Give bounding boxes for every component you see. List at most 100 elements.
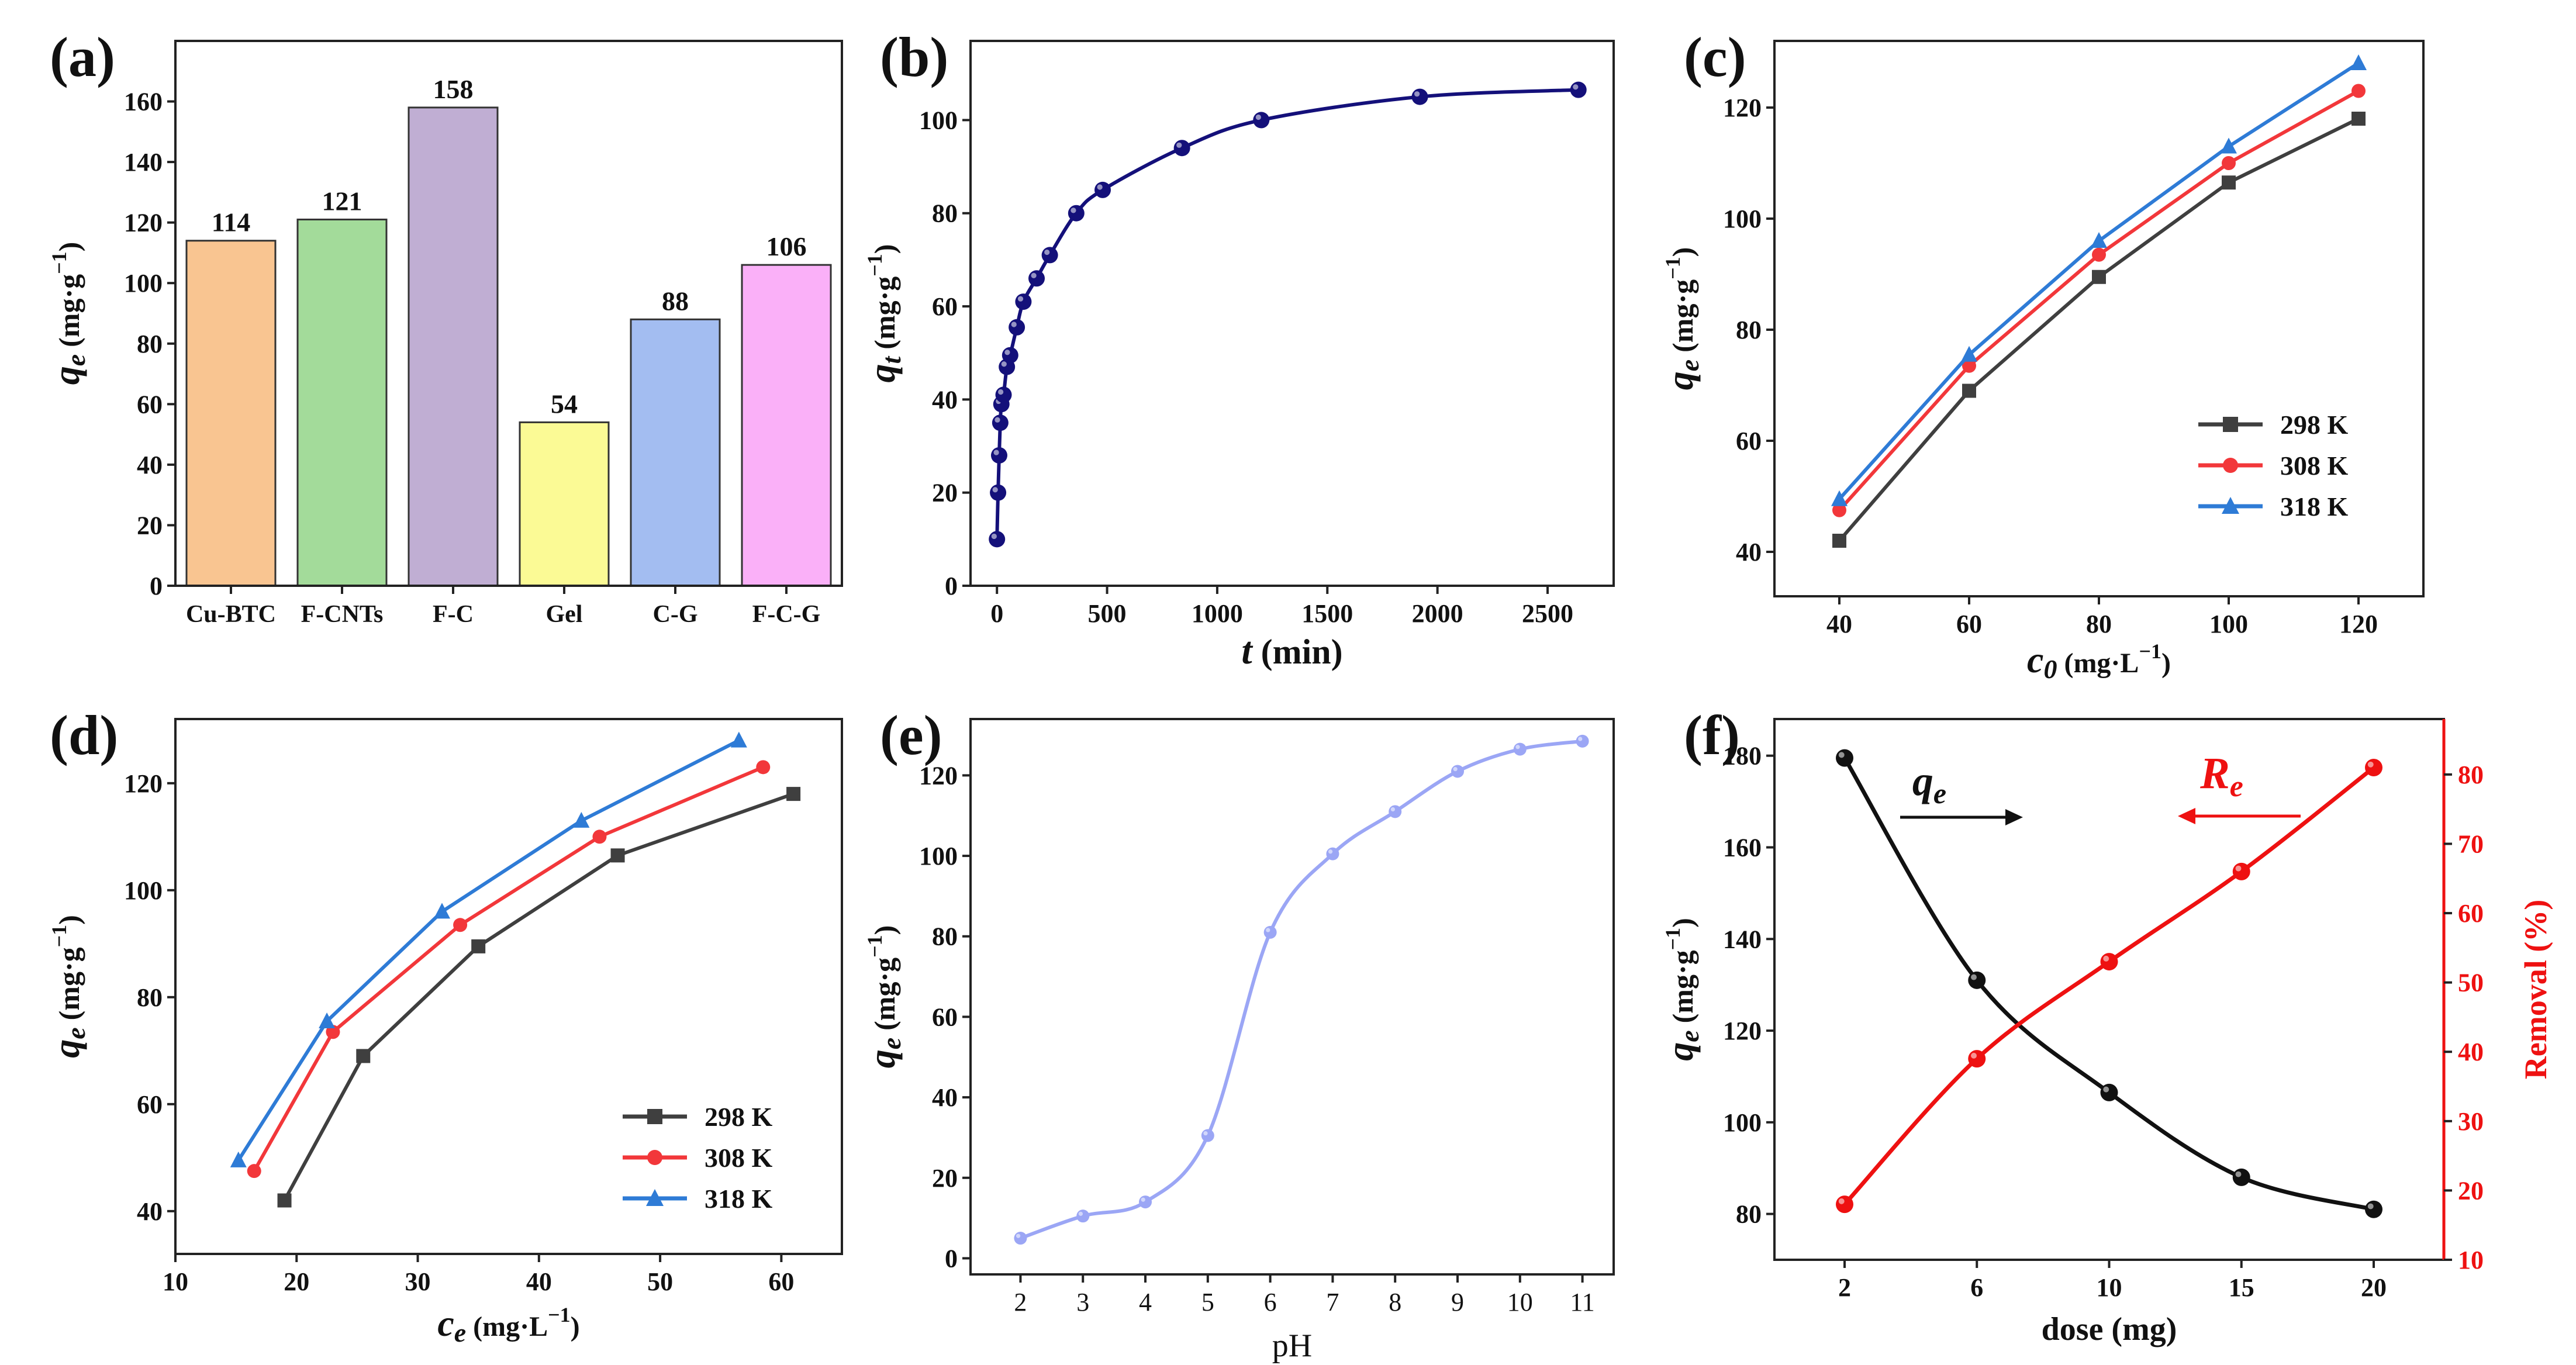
panel-b-xtick-label: 2500 [1522,599,1573,628]
panel-f-series-qe-point-highlight [1838,752,1845,758]
panel-f-ytick-label: 180 [1723,742,1762,770]
panel-c-series-0-point [1832,534,1846,548]
panel-f-axes [1773,718,2445,1261]
panel-e-point [1201,1129,1214,1142]
panel-e-xtick-label: 11 [1570,1288,1594,1316]
panel-d-xtick-label: 40 [526,1267,552,1296]
panel-a-ytick-label: 20 [137,511,163,540]
panel-c-xtick-label: 60 [1956,610,1982,638]
panel-f-xtick-label: 10 [2097,1273,2122,1302]
panel-b-ytick-label: 20 [932,479,958,507]
panel-b-point [1411,88,1428,105]
panel-b-point [1068,205,1085,222]
panel-c-series-2-point [1831,490,1848,506]
panel-c-ytick-label: 120 [1723,94,1762,122]
panel-c-ytick-label: 40 [1736,538,1762,566]
panel-f-ytick-label: 80 [1736,1200,1762,1229]
panel-e-ytick-label: 80 [932,922,958,951]
panel-d-legend-label: 318 K [705,1184,773,1214]
panel-d-series-1-point [247,1164,261,1179]
panel-a-data-label: 88 [662,286,689,316]
panel-e-xtick-label: 6 [1264,1288,1277,1316]
panel-a-axes [174,40,843,587]
panel-d-ytick-label: 120 [124,769,163,798]
panel-e-point-highlight [1203,1131,1208,1136]
panel-b-ytick-label: 80 [932,199,958,228]
panel-c-series-0-point [1962,383,1976,398]
panel-f-series-qe-point-highlight [2235,1171,2242,1177]
panel-a-ytick-label: 40 [137,451,163,479]
panel-d-series-2-line [237,738,740,1162]
panel-e-point-highlight [1578,737,1583,741]
panel-d-xlabel: ce (mg·L−1) [437,1302,579,1347]
panel-d-ylabel: qe(mg·g−1) [46,915,91,1058]
panel-e-point-highlight [1141,1197,1145,1202]
panel-e-point [1076,1210,1090,1223]
panel-f-series-qe-point-highlight [2103,1086,2109,1093]
panel-c-series-2-point [2221,137,2237,154]
panel-c-series-0-point [2222,175,2236,190]
panel-d-legend-marker [647,1109,662,1124]
panel-e-axes [969,718,1615,1276]
panel-f-series-removal-line [1843,766,2375,1206]
panel-b-point [990,447,1007,464]
panel-a-ytick-label: 60 [137,390,163,419]
panel-e-ytick-label: 0 [945,1244,958,1273]
panel-b-point-highlight [1017,296,1024,302]
panel-f-y2-ytick-label: 40 [2458,1038,2484,1066]
panel-a-bar-gel [519,421,610,587]
panel-c-series-2-point [2091,232,2107,248]
panel-b-point-highlight [1031,272,1037,278]
panel-d-axes [174,718,843,1255]
panel-e: 0 20 40 60 80 100 120 2 3 4 5 6 7 8 9 10 11 qe(mg·g−1) pH (… [861,704,1615,1364]
panel-e-xtick-label: 4 [1139,1288,1152,1316]
panel-c-series-1-line [1838,89,2360,512]
panel-d-series-0-point [610,848,625,863]
panel-a-ytick-label: 120 [124,209,163,237]
panel-e-point-highlight [1453,767,1458,772]
panel-c-series-1-point [1832,503,1846,517]
panel-e-ytick-label: 60 [932,1003,958,1031]
panel-d-legend-marker [646,1189,664,1206]
panel-f-arrowhead-right [2005,809,2023,825]
panel-e-point [1139,1195,1152,1209]
panel-b-xlabel: t (min) [1241,630,1342,672]
panel-b-point [1028,270,1045,287]
panel-a-bar-f-cnts [296,218,388,587]
panel-b-ytick-label: 100 [919,106,958,134]
panel-f-series-removal-point [2232,862,2250,880]
panel-c-legend-label: 308 K [2280,451,2349,481]
panel-b-point [995,386,1012,403]
panel-d-xtick-label: 50 [647,1267,673,1296]
panel-e-point [1451,765,1465,778]
panel-f-series-removal-point [1968,1050,1986,1068]
panel-b-point-highlight [1071,208,1076,213]
panel-b-xtick-label: 500 [1088,599,1127,628]
panel-d-legend-marker [647,1150,662,1165]
panel-b-point [1253,112,1270,129]
panel-e-point-highlight [1016,1233,1021,1238]
panel-e-ylabel: qe(mg·g−1) [861,925,906,1069]
panel-f-annotation-re: Re [2199,749,2243,803]
panel-c-legend-label: 318 K [2280,492,2349,521]
panel-e-point-highlight [1515,745,1520,749]
panel-d-series-1-point [592,830,607,844]
panel-b-xtick-label: 1000 [1192,599,1243,628]
panel-f-y2-ytick-label: 60 [2458,899,2484,928]
panel-b-point-highlight [992,487,998,493]
panel-a-bar-f-c-g [741,264,832,587]
panel-b-point [989,531,1006,548]
panel-d-series-2-point [230,1151,247,1167]
panel-f-series-qe-point [2100,1083,2118,1101]
panel-f-annotation-qe: qe [1912,758,1946,810]
panel-e-ytick-label: 20 [932,1164,958,1193]
panel-a-panel-label: (a) [50,26,115,88]
panel-f-y2-ytick-label: 70 [2458,830,2484,858]
panel-f-ylabel: qe(mg·g−1) [1659,918,1704,1061]
panel-f-series-removal-point-highlight [1971,1052,1977,1059]
panel-d-xtick-label: 60 [768,1267,794,1296]
panel-f-y2-ytick-label: 50 [2458,969,2484,997]
panel-d: 40 60 80 100 120 10 20 30 40 50 60 298 K 308 K 318 K q… [46,704,843,1347]
panel-b-point [1041,247,1058,264]
panel-a: 114 Cu-BTC 121 F-CNTs 158 F-C 54 Gel 88 C-G 106 F-C… [46,26,843,628]
